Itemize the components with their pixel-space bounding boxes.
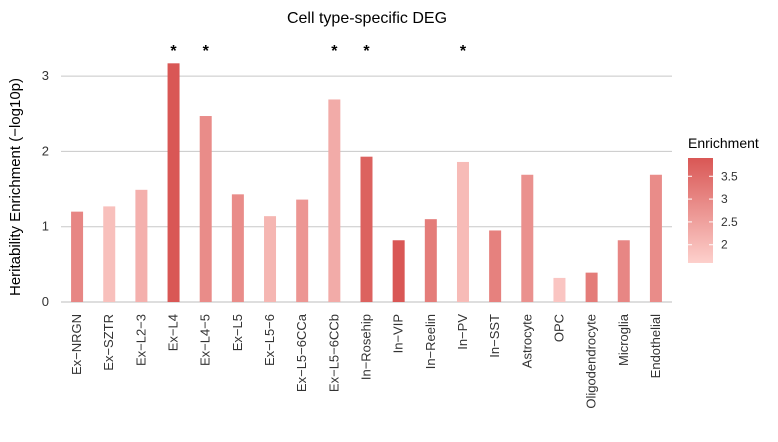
significance-star: * bbox=[460, 43, 467, 60]
legend-tick-label: 2.5 bbox=[721, 215, 738, 229]
bar bbox=[328, 99, 341, 302]
y-tick-label: 0 bbox=[42, 294, 49, 309]
bars bbox=[71, 63, 662, 303]
bar bbox=[617, 240, 630, 302]
bar bbox=[71, 211, 84, 302]
bar bbox=[585, 272, 598, 302]
legend-tick-label: 3 bbox=[721, 192, 728, 206]
x-tick-label: Ex−L5−6CCa bbox=[294, 313, 309, 392]
x-tick-label: Oligodendrocyte bbox=[584, 314, 599, 409]
legend: Enrichment 2 2.5 3 3.5 bbox=[688, 135, 759, 263]
significance-star: * bbox=[170, 43, 177, 60]
x-tick-label: Ex−L2−3 bbox=[133, 314, 148, 366]
bar bbox=[199, 116, 212, 302]
y-tick-label: 2 bbox=[42, 143, 49, 158]
x-tick-label: In−Rosehip bbox=[359, 314, 374, 380]
x-tick-label: Ex−L4−5 bbox=[198, 314, 213, 366]
chart-title: Cell type-specific DEG bbox=[287, 10, 447, 27]
x-tick-label: Microglia bbox=[616, 313, 631, 366]
bar bbox=[264, 216, 277, 302]
bar bbox=[424, 219, 437, 302]
bar bbox=[489, 230, 502, 302]
x-axis-ticks: Ex−NRGN Ex−SZTR Ex−L2−3 Ex−L4 Ex−L4−5 Ex−L5 Ex… bbox=[69, 313, 663, 408]
bar bbox=[103, 206, 116, 302]
significance-markers: * * * * * bbox=[170, 43, 466, 60]
significance-star: * bbox=[363, 43, 370, 60]
legend-tick-label: 2 bbox=[721, 238, 728, 252]
significance-star: * bbox=[203, 43, 210, 60]
bar bbox=[553, 277, 566, 302]
x-tick-label: In−Reelin bbox=[423, 314, 438, 369]
x-tick-label: Ex−L5 bbox=[230, 314, 245, 351]
x-tick-label: Ex−L5−6 bbox=[262, 314, 277, 366]
legend-color-bar bbox=[688, 158, 713, 263]
x-tick-label: Astrocyte bbox=[519, 314, 534, 368]
x-tick-label: In−SST bbox=[487, 314, 502, 358]
bar bbox=[231, 194, 244, 302]
y-axis-title: Heritability Enrichment (−log10p) bbox=[7, 78, 24, 296]
bar bbox=[135, 189, 148, 302]
legend-title: Enrichment bbox=[688, 135, 759, 151]
bar bbox=[360, 156, 373, 302]
bar bbox=[521, 174, 534, 302]
bar bbox=[296, 199, 309, 302]
y-axis-ticks: 0 1 2 3 bbox=[42, 68, 49, 309]
x-tick-label: In−VIP bbox=[391, 314, 406, 353]
y-tick-label: 3 bbox=[42, 68, 49, 83]
x-tick-label: OPC bbox=[551, 314, 566, 342]
x-tick-label: Endothelial bbox=[648, 314, 663, 378]
x-tick-label: Ex−L5−6CCb bbox=[326, 314, 341, 392]
x-tick-label: Ex−L4 bbox=[166, 314, 181, 351]
bar bbox=[456, 161, 469, 302]
x-tick-label: In−PV bbox=[455, 314, 470, 350]
bar bbox=[167, 63, 180, 303]
x-tick-label: Ex−NRGN bbox=[69, 314, 84, 375]
y-tick-label: 1 bbox=[42, 219, 49, 234]
legend-tick-label: 3.5 bbox=[721, 169, 738, 183]
significance-star: * bbox=[331, 43, 338, 60]
bar bbox=[392, 240, 405, 302]
bar bbox=[649, 174, 662, 302]
x-tick-label: Ex−SZTR bbox=[101, 314, 116, 371]
